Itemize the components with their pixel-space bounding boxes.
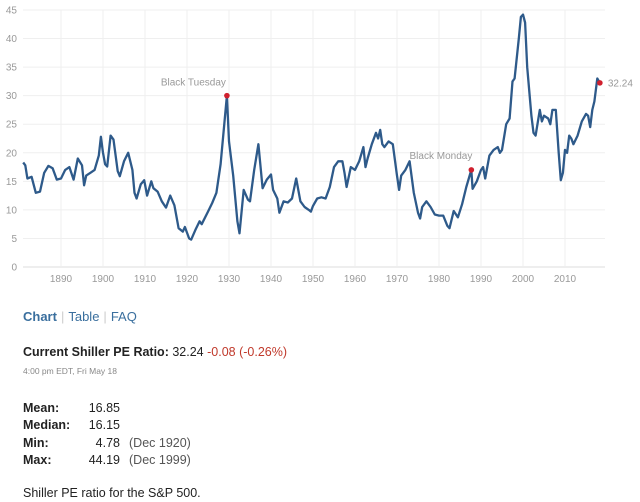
x-tick-label: 1980 (428, 274, 451, 285)
chart-description: Shiller PE ratio for the S&P 500. (23, 486, 201, 500)
stat-value: 44.19 (88, 453, 120, 468)
x-tick-label: 2000 (512, 274, 535, 285)
stat-value: 16.15 (88, 418, 120, 433)
stat-row-max: Max: 44.19 (Dec 1999) (23, 452, 191, 470)
stat-date: (Dec 1999) (129, 453, 191, 468)
pe-series-line (22, 13, 601, 241)
current-ratio-change: -0.08 (-0.26%) (207, 345, 288, 359)
x-tick-label: 1960 (344, 274, 367, 285)
tab-chart[interactable]: Chart (23, 309, 57, 324)
tab-faq[interactable]: FAQ (110, 309, 137, 324)
current-value-label: 32.24 (608, 78, 633, 89)
stat-label: Max: (23, 453, 52, 468)
annotation-label: Black Monday (410, 151, 473, 162)
tab-separator: | (103, 309, 107, 324)
x-tick-label: 1930 (218, 274, 241, 285)
tab-separator: | (60, 309, 65, 324)
current-ratio: Current Shiller PE Ratio: 32.24 -0.08 (-… (23, 345, 287, 359)
y-tick-label: 25 (6, 120, 18, 131)
y-tick-label: 5 (11, 234, 17, 245)
stats-table: Mean: 16.85 Median: 16.15 Min: 4.78 (Dec 192… (23, 399, 191, 469)
stat-date: (Dec 1920) (129, 435, 191, 450)
x-tick-label: 1890 (50, 274, 73, 285)
view-tabs: Chart | Table | FAQ (23, 309, 137, 324)
y-tick-label: 20 (6, 148, 18, 159)
shiller-pe-chart[interactable]: 0 5 10 15 20 25 30 35 40 45 1890 1900 1910 1920 1930 19… (0, 0, 640, 290)
y-tick-label: 15 (6, 177, 18, 188)
x-tick-label: 1920 (176, 274, 199, 285)
stat-row-min: Min: 4.78 (Dec 1920) (23, 434, 191, 452)
y-tick-label: 45 (6, 6, 18, 17)
stat-date (120, 399, 191, 417)
annotation-marker (597, 80, 603, 86)
annotation-label: Black Tuesday (161, 78, 226, 89)
stat-value: 16.85 (88, 400, 120, 415)
x-tick-label: 1990 (470, 274, 493, 285)
y-tick-label: 30 (6, 91, 18, 102)
current-ratio-label: Current Shiller PE Ratio: (23, 345, 169, 359)
x-tick-label: 2010 (554, 274, 577, 285)
x-tick-label: 1970 (386, 274, 409, 285)
y-tick-label: 10 (6, 205, 18, 216)
y-tick-label: 0 (11, 263, 17, 274)
stat-label: Mean: (23, 400, 60, 415)
y-tick-label: 35 (6, 63, 18, 74)
x-tick-label: 1940 (260, 274, 283, 285)
tab-table[interactable]: Table (68, 309, 100, 324)
stat-label: Median: (23, 418, 71, 433)
stat-label: Min: (23, 435, 49, 450)
stat-row-mean: Mean: 16.85 (23, 399, 191, 417)
stat-row-median: Median: 16.15 (23, 417, 191, 435)
x-tick-label: 1950 (302, 274, 325, 285)
annotation-marker (224, 92, 230, 99)
x-tick-label: 1910 (134, 274, 157, 285)
current-ratio-value: 32.24 (172, 345, 204, 359)
stat-value: 4.78 (95, 435, 120, 450)
stat-date (120, 417, 191, 435)
annotation-marker (468, 167, 475, 173)
timestamp: 4:00 pm EDT, Fri May 18 (23, 366, 118, 376)
y-tick-label: 40 (6, 34, 18, 45)
x-tick-label: 1900 (92, 274, 115, 285)
